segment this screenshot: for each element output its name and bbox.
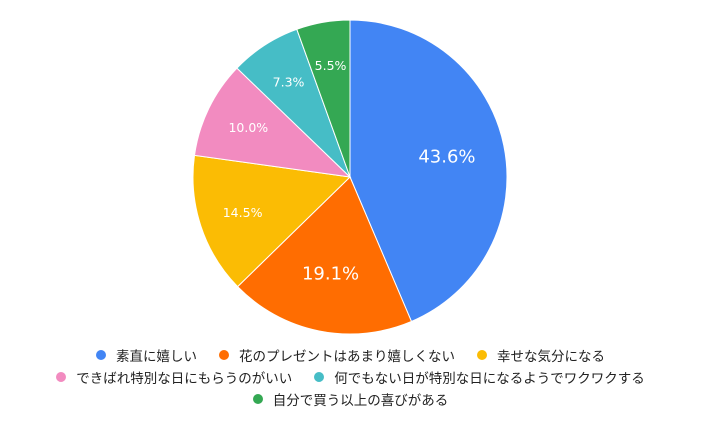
- pie-slice-happy-mood[interactable]: [192, 154, 352, 288]
- legend-row-3: 自分で買う以上の喜びがある: [0, 388, 701, 410]
- legend-item-special-day[interactable]: できばれ特別な日にもらうのがいい: [56, 367, 292, 387]
- slice-label-not-happy: 19.1%: [302, 263, 359, 284]
- pie-slice-self-buy[interactable]: [296, 19, 351, 178]
- legend-dot-sunao: [96, 350, 106, 360]
- legend-label-sunao: 素直に嬉しい: [116, 349, 197, 365]
- legend-dot-self-buy: [252, 394, 263, 404]
- slice-label-happy-mood: 14.5%: [223, 205, 263, 220]
- legend-dot-ordinary-day: [314, 372, 325, 382]
- legend-item-self-buy[interactable]: 自分で買う以上の喜びがある: [252, 389, 449, 409]
- pie-slice-sunao[interactable]: [349, 19, 508, 323]
- legend-row-2: できばれ特別な日にもらうのがいい 何でもない日が特別な日になるようでワクワクする: [0, 366, 701, 388]
- pie-chart: 43.6% 19.1% 14.5% 10.0% 7.3% 5.5%: [192, 19, 508, 335]
- legend-row-1: 素直に嬉しい 花のプレゼントはあまり嬉しくない 幸せな気分になる: [0, 344, 701, 366]
- legend-item-happy-mood[interactable]: 幸せな気分になる: [477, 345, 605, 365]
- chart-legend: 素直に嬉しい 花のプレゼントはあまり嬉しくない 幸せな気分になる できばれ特別な…: [0, 344, 701, 410]
- legend-label-special-day: できばれ特別な日にもらうのがいい: [76, 371, 293, 387]
- legend-item-not-happy[interactable]: 花のプレゼントはあまり嬉しくない: [219, 345, 455, 365]
- legend-dot-not-happy: [219, 350, 229, 360]
- slice-label-sunao: 43.6%: [418, 147, 475, 168]
- legend-item-sunao[interactable]: 素直に嬉しい: [96, 345, 197, 365]
- legend-item-ordinary-day[interactable]: 何でもない日が特別な日になるようでワクワクする: [314, 367, 645, 387]
- legend-dot-happy-mood: [477, 350, 487, 360]
- legend-label-not-happy: 花のプレゼントはあまり嬉しくない: [239, 349, 455, 365]
- pie-slice-not-happy[interactable]: [236, 176, 413, 335]
- slice-label-special-day: 10.0%: [228, 120, 268, 135]
- legend-label-self-buy: 自分で買う以上の喜びがある: [272, 393, 449, 409]
- slice-label-self-buy: 5.5%: [315, 58, 347, 73]
- slice-label-ordinary-day: 7.3%: [273, 75, 305, 90]
- legend-label-happy-mood: 幸せな気分になる: [497, 349, 605, 365]
- legend-dot-special-day: [56, 372, 67, 382]
- pie-slice-special-day[interactable]: [193, 67, 352, 178]
- legend-label-ordinary-day: 何でもない日が特別な日になるようでワクワクする: [334, 371, 645, 387]
